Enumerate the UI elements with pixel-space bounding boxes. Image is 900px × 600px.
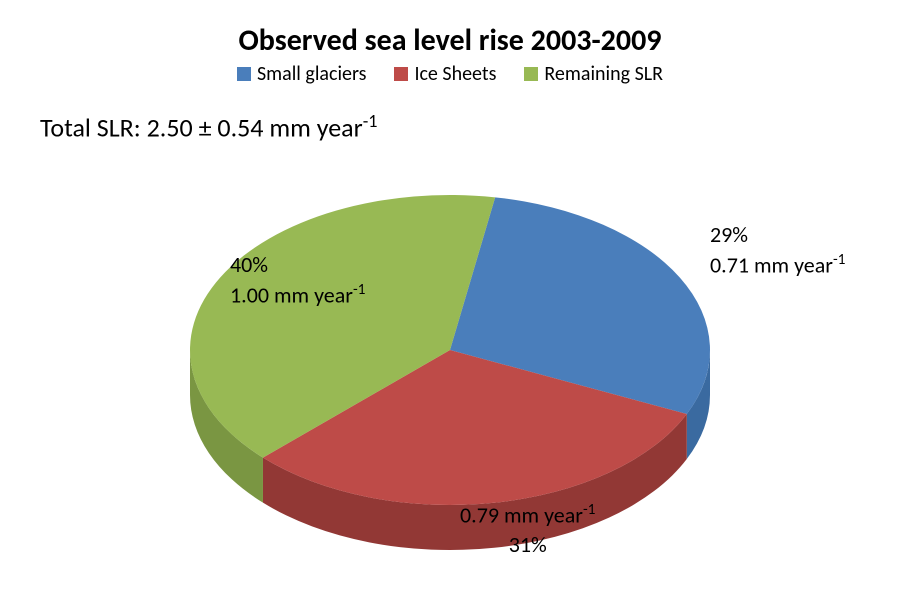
legend-label: Ice Sheets	[414, 62, 496, 86]
legend-item: Small glaciers	[237, 62, 366, 86]
legend-label: Remaining SLR	[544, 62, 663, 86]
slice-label-remaining-slr: 40%1.00 mm year-1	[230, 250, 365, 310]
legend-swatch	[394, 67, 408, 81]
legend-item: Ice Sheets	[394, 62, 496, 86]
slice-label-ice-sheets: 0.79 mm year-131%	[460, 500, 595, 560]
chart-title: Observed sea level rise 2003-2009	[0, 22, 900, 59]
legend-item: Remaining SLR	[524, 62, 663, 86]
legend-label: Small glaciers	[257, 62, 366, 86]
chart-subtitle: Total SLR: 2.50 ± 0.54 mm year-1	[40, 110, 378, 144]
legend: Small glaciers Ice Sheets Remaining SLR	[0, 62, 900, 87]
legend-swatch	[237, 67, 251, 81]
slice-label-small-glaciers: 29%0.71 mm year-1	[710, 220, 845, 280]
legend-swatch	[524, 67, 538, 81]
pie-wrap: 29%0.71 mm year-10.79 mm year-131%40%1.0…	[170, 170, 730, 570]
pie-svg	[170, 170, 730, 570]
pie-chart: Observed sea level rise 2003-2009 Small …	[0, 0, 900, 600]
